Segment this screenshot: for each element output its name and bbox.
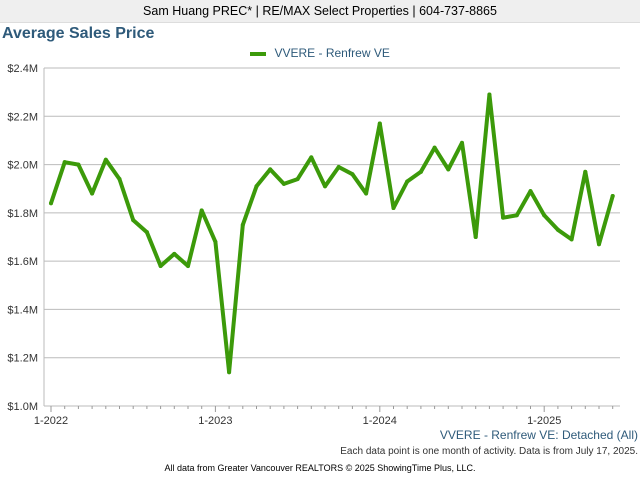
x-tick-label: 1-2022 (34, 415, 68, 427)
data-point (117, 177, 122, 182)
data-point (610, 193, 615, 198)
data-point (350, 172, 355, 177)
data-point (240, 222, 245, 227)
data-point (460, 140, 464, 145)
data-point (281, 181, 286, 186)
agent-contact-text: Sam Huang PREC* | RE/MAX Select Properti… (143, 4, 497, 18)
data-point (131, 218, 136, 223)
y-tick-label: $1.0M (7, 401, 38, 413)
data-point (514, 213, 519, 218)
data-point (295, 177, 300, 182)
data-point (555, 227, 560, 232)
data-point (268, 167, 273, 172)
data-point (213, 239, 218, 244)
series-caption: VVERE - Renfrew VE: Detached (All) (439, 428, 638, 442)
x-tick-label: 1-2023 (198, 415, 232, 427)
data-point (542, 213, 547, 218)
data-point (364, 191, 369, 196)
data-point (446, 167, 451, 172)
chart-title: Average Sales Price (2, 25, 155, 42)
y-tick-label: $2.0M (7, 160, 38, 172)
data-point (528, 189, 533, 194)
x-tick-label: 1-2024 (363, 415, 397, 427)
legend-swatch (250, 51, 267, 56)
data-point (377, 121, 382, 126)
data-point (186, 263, 190, 268)
data-point (158, 263, 163, 268)
data-point (501, 215, 506, 220)
y-tick-label: $1.4M (7, 304, 38, 316)
y-tick-label: $1.8M (7, 208, 38, 220)
data-point (487, 92, 492, 97)
data-point (597, 242, 601, 247)
x-tick-label: 1-2025 (527, 415, 561, 427)
data-point (405, 179, 410, 184)
data-point (62, 160, 67, 165)
y-tick-label: $1.6M (7, 256, 38, 268)
data-point (103, 157, 108, 162)
y-tick-label: $2.4M (7, 63, 38, 75)
data-point (49, 201, 53, 206)
data-point (569, 237, 574, 242)
series-line (49, 92, 615, 375)
data-point (90, 191, 95, 196)
data-point (309, 155, 314, 160)
legend-label: VVERE - Renfrew VE (274, 46, 390, 60)
data-note: Each data point is one month of activity… (340, 446, 638, 457)
chart-legend: VVERE - Renfrew VE (0, 46, 640, 60)
data-point (323, 184, 327, 189)
data-source-footer: All data from Greater Vancouver REALTORS… (164, 463, 476, 473)
y-tick-label: $1.2M (7, 353, 38, 365)
data-point (418, 169, 423, 174)
data-point (199, 208, 204, 213)
data-point (254, 184, 259, 189)
data-point (583, 169, 588, 174)
y-tick-label: $2.2M (7, 111, 38, 123)
data-point (172, 251, 177, 256)
data-point (227, 370, 232, 375)
data-point (391, 206, 396, 211)
data-point (76, 162, 81, 167)
data-point (336, 164, 341, 169)
header-bar: Sam Huang PREC* | RE/MAX Select Properti… (0, 0, 640, 23)
data-point (473, 235, 478, 239)
data-point (144, 230, 149, 235)
data-point (432, 145, 437, 150)
